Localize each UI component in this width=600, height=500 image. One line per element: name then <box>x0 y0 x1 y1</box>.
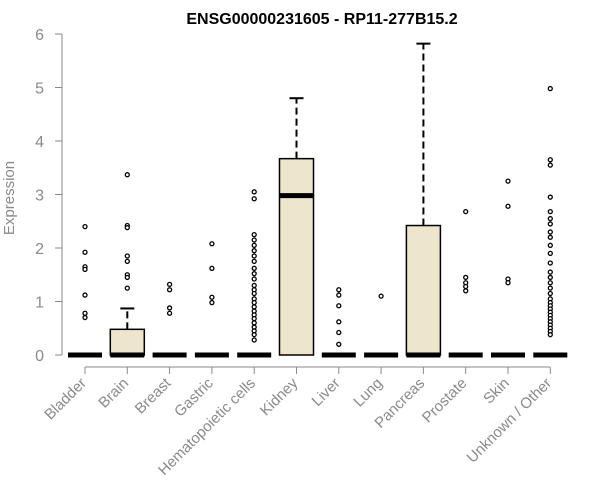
outlier-point <box>547 260 553 266</box>
outlier-point <box>547 280 553 286</box>
y-tick-label: 6 <box>35 27 44 44</box>
outlier-point <box>124 253 130 259</box>
outlier-point <box>547 215 553 222</box>
outlier-point <box>209 265 215 271</box>
outlier-point <box>82 223 88 230</box>
x-tick-label: Lung <box>350 375 386 411</box>
outlier-point <box>547 269 553 275</box>
outlier-point <box>336 292 342 298</box>
outlier-point <box>251 242 257 248</box>
outlier-point <box>251 196 257 202</box>
outlier-point <box>166 281 173 288</box>
outlier-point <box>251 337 257 343</box>
y-axis-label: Expression <box>1 161 18 235</box>
outlier-point <box>251 320 257 326</box>
outlier-point <box>547 234 553 240</box>
outlier-point <box>251 304 257 310</box>
outlier-point <box>547 274 553 281</box>
x-tick-label: Bladder <box>41 375 90 424</box>
x-tick-label: Breast <box>132 374 175 417</box>
outlier-point <box>547 332 553 338</box>
outlier-point <box>166 310 173 316</box>
outlier-point <box>209 299 215 306</box>
outlier-point <box>505 203 511 209</box>
outlier-point <box>463 274 469 281</box>
outlier-point <box>251 299 257 306</box>
outlier-point <box>251 258 257 265</box>
outlier-point <box>336 329 342 336</box>
outlier-point <box>505 178 511 184</box>
outlier-point <box>251 276 257 282</box>
outlier-point <box>547 85 553 92</box>
outlier-point <box>251 253 257 259</box>
y-tick-label: 5 <box>35 81 44 98</box>
y-tick-label: 1 <box>35 295 44 312</box>
outlier-point <box>124 274 130 281</box>
outlier-point <box>251 290 257 297</box>
box-body <box>109 328 146 356</box>
outlier-point <box>251 315 257 322</box>
outlier-point <box>463 288 469 294</box>
outlier-point <box>378 293 384 299</box>
outlier-point <box>124 258 130 265</box>
outlier-point <box>547 208 553 215</box>
outlier-point <box>82 310 88 316</box>
x-tick-label: Brain <box>95 375 132 412</box>
outlier-point <box>251 265 257 271</box>
y-tick-label: 4 <box>35 134 44 151</box>
x-tick-label: Prostate <box>419 375 471 427</box>
y-tick-label: 2 <box>35 241 44 258</box>
outlier-point <box>124 285 130 291</box>
y-tick-label: 3 <box>35 188 44 205</box>
y-tick-label: 0 <box>35 348 44 365</box>
outlier-point <box>251 271 257 277</box>
outlier-point <box>547 242 553 248</box>
outlier-point <box>547 285 553 291</box>
x-tick-label: Kidney <box>257 374 302 419</box>
outlier-point <box>166 287 173 293</box>
outlier-point <box>251 332 257 338</box>
outlier-point <box>547 162 553 168</box>
outlier-point <box>547 229 553 235</box>
outlier-point <box>336 303 342 309</box>
outlier-point <box>336 287 342 293</box>
outlier-point <box>209 241 215 247</box>
outlier-point <box>124 225 130 231</box>
outlier-point <box>82 249 88 255</box>
outlier-point <box>547 250 553 257</box>
outlier-point <box>251 237 257 243</box>
outlier-point <box>547 157 553 163</box>
outlier-point <box>251 189 257 195</box>
x-tick-label: Skin <box>480 375 513 408</box>
outlier-point <box>124 172 130 178</box>
outlier-point <box>251 231 257 238</box>
outlier-point <box>336 341 342 347</box>
x-tick-label: Liver <box>309 375 344 410</box>
outlier-point <box>166 305 173 311</box>
outlier-point <box>463 208 469 215</box>
outlier-point <box>209 294 215 300</box>
chart-title: ENSG00000231605 - RP11-277B15.2 <box>186 11 457 28</box>
outlier-point <box>82 292 88 298</box>
outlier-point <box>336 319 342 325</box>
outlier-point <box>251 282 257 289</box>
outlier-point <box>463 283 469 290</box>
outlier-point <box>82 266 88 273</box>
box-body <box>278 157 315 356</box>
outlier-point <box>82 314 88 321</box>
outlier-point <box>251 248 257 254</box>
outlier-point <box>505 280 511 286</box>
outlier-point <box>547 290 553 297</box>
box-body <box>405 224 442 356</box>
outlier-point <box>547 221 553 227</box>
outlier-point <box>547 194 553 200</box>
